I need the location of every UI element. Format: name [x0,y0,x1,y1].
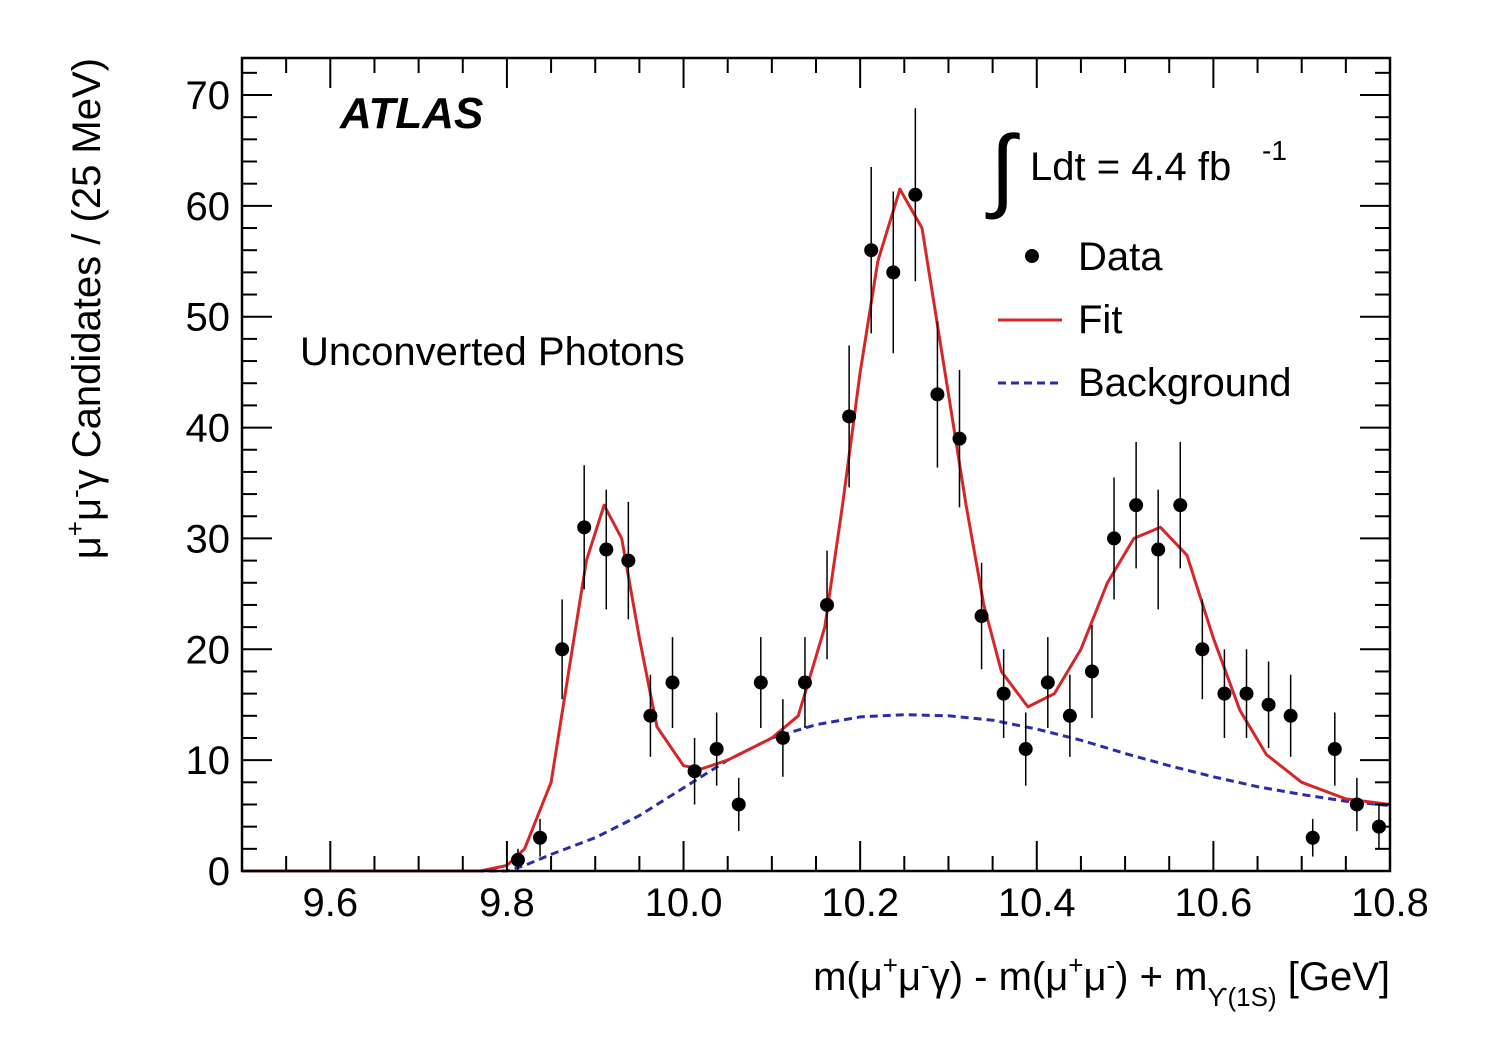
background-curve [242,713,1391,873]
annotation-text: Unconverted Photons [300,330,685,374]
x-tick-label: 10.6 [1174,881,1252,925]
data-point [687,764,702,779]
data-point [974,609,989,624]
data-point [1084,664,1099,679]
y-tick-label: 60 [186,185,231,229]
data-point [864,243,879,258]
data-point [1151,542,1166,557]
data-point [577,520,592,535]
x-tick-label: 10.8 [1351,881,1429,925]
y-tick-label: 70 [186,74,231,118]
data-point [621,553,636,568]
data-point [1283,708,1298,723]
data-point [665,675,680,690]
data-point [797,675,812,690]
x-tick-label: 10.2 [821,881,899,925]
plot-marks [242,108,1391,873]
integral-symbol: ∫ [985,118,1020,220]
x-axis-label: m(μ+μ-γ) - m(μ+μ-) + mϒ(1S) [GeV] [813,950,1390,1012]
x-tick-label: 9.6 [303,881,359,925]
data-point [952,431,967,446]
data-point [930,387,945,402]
fit-curve [242,187,1391,873]
legend-data-label: Data [1078,235,1163,279]
atlas-label: ATLAS [339,89,483,138]
legend-data-marker [1025,249,1039,263]
y-tick-label: 50 [186,296,231,340]
data-point [1327,742,1342,757]
data-point [996,686,1011,701]
data-point [510,852,525,867]
data-point [908,187,923,202]
data-point [753,675,768,690]
data-point [775,730,790,745]
luminosity-label: ∫ Ldt = 4.4 fb -1 [985,118,1287,220]
luminosity-text: Ldt = 4.4 fb [1030,145,1231,189]
y-tick-label: 20 [186,628,231,672]
y-tick-label: 30 [186,517,231,561]
data-point [1129,498,1144,513]
data-point [555,642,570,657]
data-point [1062,708,1077,723]
data-point [709,742,724,757]
legend: Data Fit Background [998,235,1291,405]
data-point [1040,675,1055,690]
data-point [1305,830,1320,845]
legend-background-label: Background [1078,361,1291,405]
data-point [1107,531,1122,546]
data-point [1018,742,1033,757]
data-point [1217,686,1232,701]
data-point [886,265,901,280]
data-point [1261,697,1276,712]
x-tick-label: 9.8 [479,881,535,925]
x-tick-label: 10.0 [645,881,723,925]
y-tick-label: 40 [186,407,231,451]
data-point [1239,686,1254,701]
axes: 9.6 9.8 10.0 10.2 10.4 10.6 10.8 0 10 20 30 40 50 60 7… [186,58,1429,925]
y-tick-label: 10 [186,739,231,783]
data-point [1349,797,1364,812]
x-tick-label: 10.4 [998,881,1076,925]
y-tick-label: 0 [208,850,230,894]
data-point [820,597,835,612]
y-axis-label: μ+μ-γ Candidates / (25 MeV) [60,58,109,559]
data-point [599,542,614,557]
data-point [643,708,658,723]
data-point [842,409,857,424]
legend-fit-label: Fit [1078,298,1122,342]
data-point [533,830,548,845]
data-point [1195,642,1210,657]
data-point [1173,498,1188,513]
luminosity-exponent: -1 [1262,135,1287,166]
data-point [731,797,746,812]
